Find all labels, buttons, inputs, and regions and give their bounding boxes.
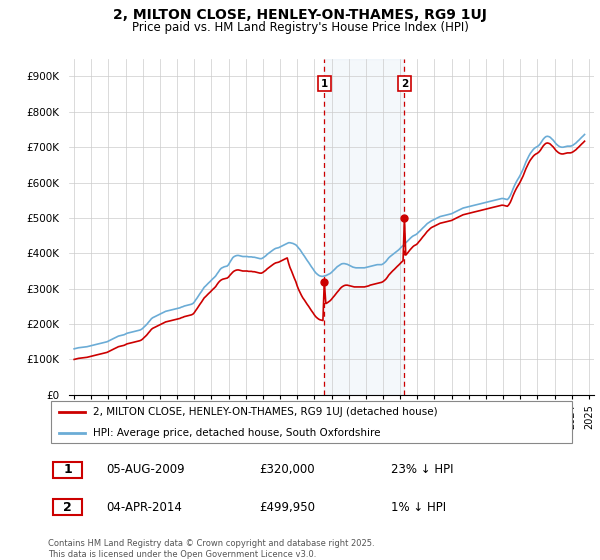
Text: £320,000: £320,000 (259, 464, 315, 477)
Bar (324, 59, 404, 395)
Text: 1: 1 (320, 78, 328, 88)
Text: 04-APR-2014: 04-APR-2014 (106, 501, 182, 514)
Text: 1: 1 (64, 464, 72, 477)
Text: £499,950: £499,950 (259, 501, 315, 514)
Text: 05-AUG-2009: 05-AUG-2009 (106, 464, 185, 477)
Text: 2, MILTON CLOSE, HENLEY-ON-THAMES, RG9 1UJ (detached house): 2, MILTON CLOSE, HENLEY-ON-THAMES, RG9 1… (93, 407, 437, 417)
Text: 1% ↓ HPI: 1% ↓ HPI (391, 501, 446, 514)
Text: 2: 2 (64, 501, 72, 514)
FancyBboxPatch shape (53, 462, 82, 478)
Text: 23% ↓ HPI: 23% ↓ HPI (391, 464, 454, 477)
Text: 2, MILTON CLOSE, HENLEY-ON-THAMES, RG9 1UJ: 2, MILTON CLOSE, HENLEY-ON-THAMES, RG9 1… (113, 8, 487, 22)
FancyBboxPatch shape (53, 499, 82, 515)
Text: HPI: Average price, detached house, South Oxfordshire: HPI: Average price, detached house, Sout… (93, 428, 380, 438)
Text: Price paid vs. HM Land Registry's House Price Index (HPI): Price paid vs. HM Land Registry's House … (131, 21, 469, 34)
FancyBboxPatch shape (50, 401, 572, 444)
Text: 2: 2 (401, 78, 408, 88)
Text: Contains HM Land Registry data © Crown copyright and database right 2025.
This d: Contains HM Land Registry data © Crown c… (48, 539, 374, 559)
